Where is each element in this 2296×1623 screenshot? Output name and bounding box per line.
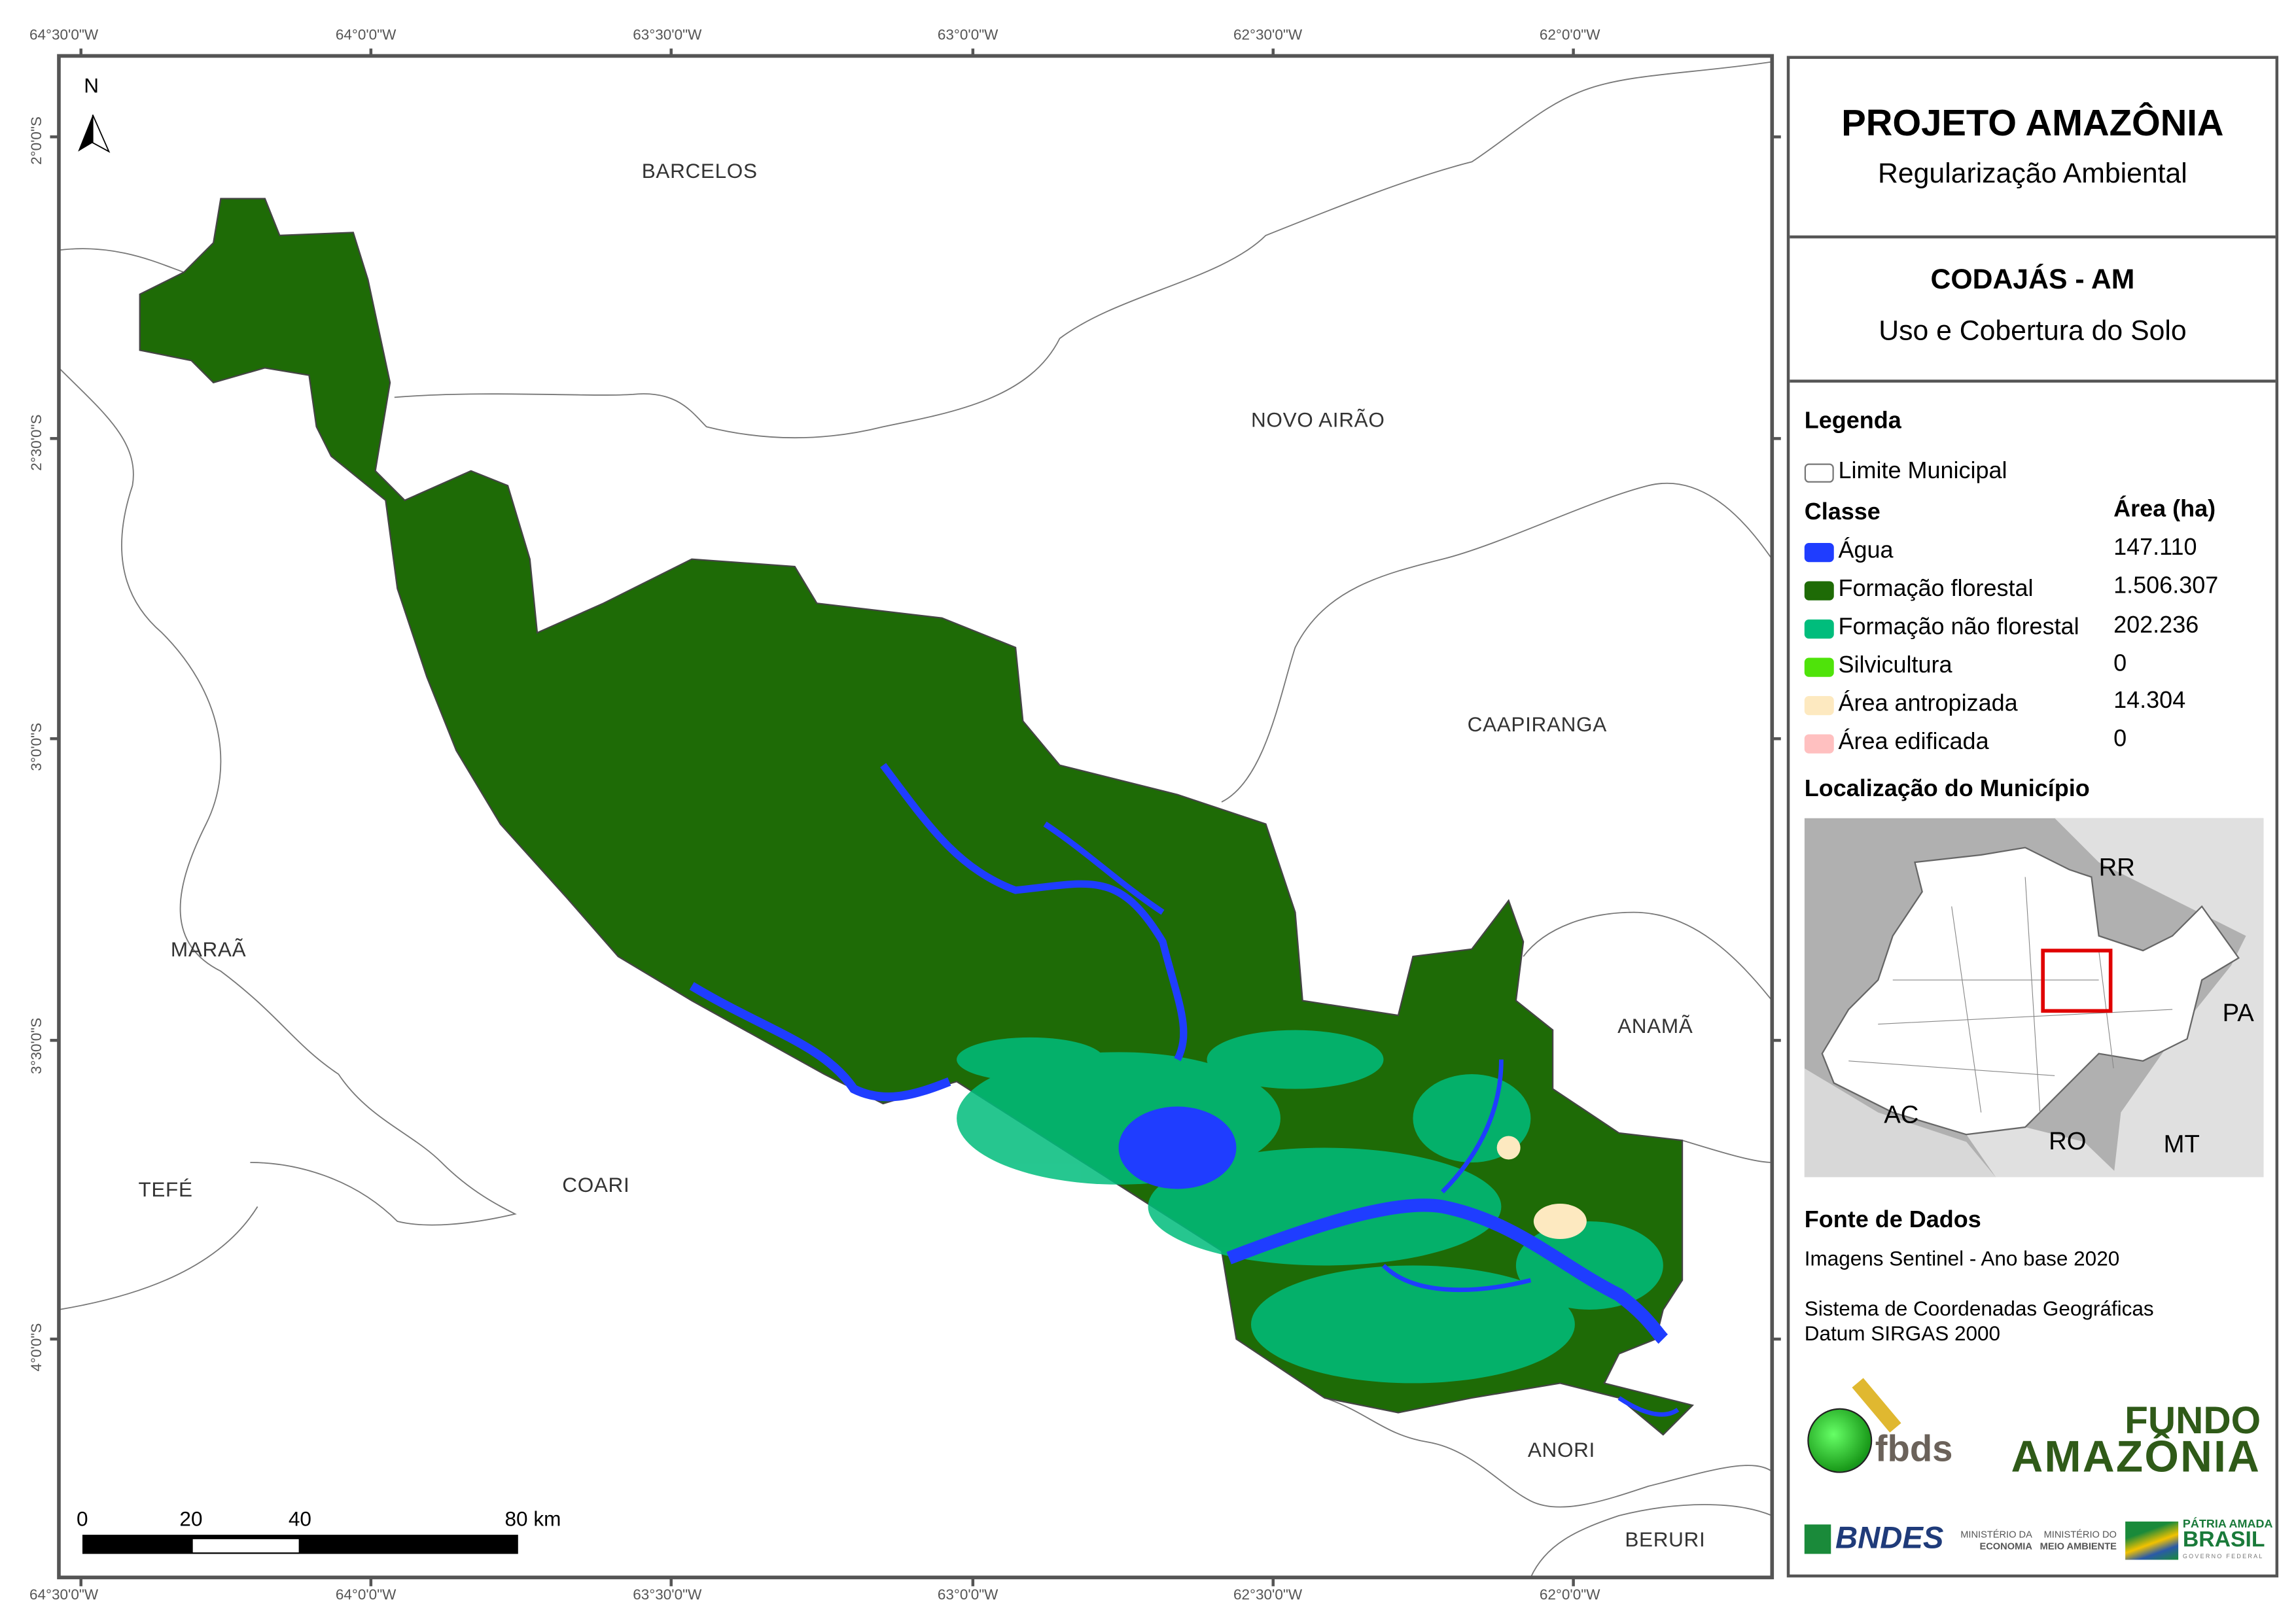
- bottom-coord: 64°30'0"W: [29, 1588, 99, 1604]
- legend-item-area-antropizada: Área antropizada: [1804, 691, 2018, 718]
- class-area: 14.304: [2113, 688, 2186, 714]
- scale-label: 40: [288, 1507, 311, 1531]
- north-arrow-icon: [78, 114, 111, 153]
- swatch: [1804, 695, 1834, 715]
- scale-bar: [82, 1535, 518, 1554]
- place-label: BERURI: [1625, 1527, 1706, 1551]
- inset-label: MT: [2163, 1130, 2200, 1159]
- class-area: 202.236: [2113, 613, 2199, 639]
- legend-item-silvicultura: Silvicultura: [1804, 653, 1952, 680]
- legend-item-area-edificada: Área edificada: [1804, 729, 1989, 756]
- top-coord: 64°30'0"W: [29, 27, 99, 44]
- project-subtitle: Regularização Ambiental: [1878, 158, 2187, 190]
- inset-label: RO: [2049, 1127, 2087, 1155]
- patria-amada-brasil-logo: PÁTRIA AMADA BRASIL GOVERNO FEDERAL: [2125, 1516, 2272, 1564]
- boundary-swatch: [1804, 462, 1834, 482]
- boundary-label: Limite Municipal: [1838, 459, 2007, 485]
- datum-line: Datum SIRGAS 2000: [1804, 1321, 2001, 1345]
- top-coord: 63°30'0"W: [633, 27, 702, 44]
- legend-boundary: Limite Municipal: [1804, 459, 2007, 485]
- class-area: 1.506.307: [2113, 574, 2219, 599]
- location-inset-map: [1804, 818, 2264, 1178]
- class-label: Água: [1838, 538, 1894, 564]
- place-label: MARAÃ: [170, 937, 247, 961]
- class-label: Formação não florestal: [1838, 615, 2079, 640]
- legend-title: Legenda: [1804, 409, 1901, 434]
- sources-line: Imagens Sentinel - Ano base 2020: [1804, 1246, 2120, 1270]
- fbds-logo: fbds: [1807, 1376, 1969, 1478]
- legend-item-agua: Água: [1804, 538, 1894, 565]
- place-label: CAAPIRANGA: [1467, 712, 1607, 736]
- map-canvas[interactable]: [0, 0, 1784, 1623]
- place-label: ANORI: [1527, 1437, 1595, 1461]
- municipal-boundaries: [58, 61, 1773, 1578]
- anthropized-areas: [1496, 1136, 1587, 1239]
- scale-label: 80 km: [504, 1507, 561, 1531]
- swatch: [1804, 618, 1834, 638]
- location-title: Localização do Município: [1804, 777, 2090, 802]
- swatch: [1804, 580, 1834, 600]
- inset-label: PA: [2222, 999, 2254, 1028]
- north-label: N: [84, 73, 99, 97]
- swatch: [1804, 542, 1834, 562]
- sources-title: Fonte de Dados: [1804, 1208, 1981, 1233]
- place-label: BARCELOS: [641, 158, 758, 183]
- bottom-coord: 62°30'0"W: [1233, 1588, 1303, 1604]
- top-coord: 64°0'0"W: [335, 27, 397, 44]
- class-label: Área antropizada: [1838, 691, 2018, 717]
- inset-label: RR: [2098, 853, 2135, 882]
- top-coord: 62°0'0"W: [1539, 27, 1600, 44]
- bndes-logo: BNDES: [1804, 1522, 1943, 1557]
- crs-line: Sistema de Coordenadas Geográficas: [1804, 1296, 2154, 1320]
- place-label: COARI: [562, 1172, 630, 1196]
- bottom-coord: 63°30'0"W: [633, 1588, 702, 1604]
- bottom-coord: 62°0'0"W: [1539, 1588, 1600, 1604]
- class-label: Silvicultura: [1838, 653, 1952, 678]
- inset-label: AC: [1884, 1100, 1919, 1129]
- legend-panel: PROJETO AMAZÔNIA Regularização Ambiental…: [1786, 56, 2279, 1578]
- top-coord: 63°0'0"W: [937, 27, 998, 44]
- ministerio-meio-ambiente-logo: MINISTÉRIO DO MEIO AMBIENTE: [2040, 1530, 2117, 1553]
- map-theme: Uso e Cobertura do Solo: [1879, 316, 2187, 347]
- scale-label: 20: [179, 1507, 203, 1531]
- class-area: 147.110: [2113, 535, 2197, 561]
- project-title: PROJETO AMAZÔNIA: [1841, 103, 2224, 145]
- bottom-coord: 63°0'0"W: [937, 1588, 998, 1604]
- swatch: [1804, 733, 1834, 753]
- legend-item-formacao-nao-florestal: Formação não florestal: [1804, 615, 2079, 641]
- class-label: Área edificada: [1838, 729, 1989, 755]
- place-label: ANAMÃ: [1617, 1013, 1693, 1038]
- map-frame: [57, 54, 1775, 1580]
- municipality-title: CODAJÁS - AM: [1930, 264, 2135, 296]
- top-coord: 62°30'0"W: [1233, 27, 1303, 44]
- place-label: TEFÉ: [138, 1177, 193, 1201]
- swatch: [1804, 657, 1834, 676]
- location-highlight: [2041, 949, 2113, 1013]
- bottom-coord: 64°0'0"W: [335, 1588, 397, 1604]
- municipality-forest: [139, 198, 1695, 1436]
- legend-item-formacao-florestal: Formação florestal: [1804, 576, 2034, 603]
- water-bodies: [689, 763, 1680, 1417]
- class-area: 0: [2113, 652, 2127, 677]
- fundo-amazonia-logo: FUNDO AMAZÔNIA: [2011, 1397, 2261, 1482]
- class-label: Formação florestal: [1838, 576, 2034, 602]
- scale-label: 0: [76, 1507, 88, 1531]
- area-header: Área (ha): [2113, 497, 2216, 523]
- ministerio-economia-logo: MINISTÉRIO DA ECONOMIA: [1960, 1530, 2032, 1553]
- class-area: 0: [2113, 727, 2127, 752]
- class-header: Classe: [1804, 500, 1881, 526]
- place-label: NOVO AIRÃO: [1250, 408, 1385, 432]
